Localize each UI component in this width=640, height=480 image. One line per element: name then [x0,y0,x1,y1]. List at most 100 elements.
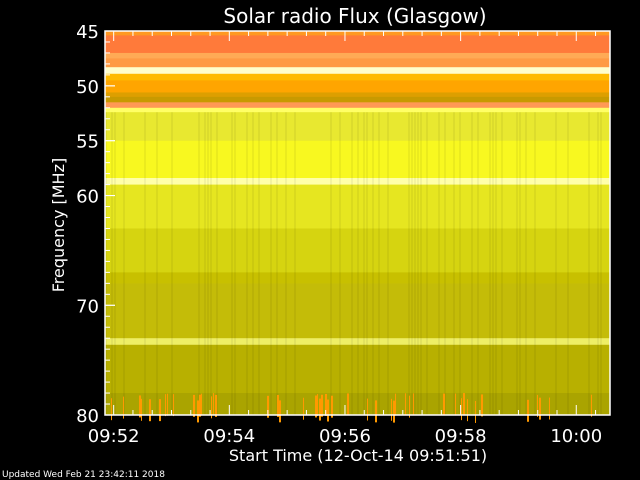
burst-stripes [111,393,592,423]
burst-stripe [215,394,217,417]
burst-stripe [443,393,445,416]
burst-stripe [197,400,199,423]
band-4 [105,67,610,75]
texture-column [105,112,107,415]
texture-column [171,112,173,415]
burst-stripe [123,396,124,419]
texture-column [216,112,218,415]
burst-stripe [193,394,195,417]
band-14 [105,184,610,229]
burst-stripe [141,398,142,421]
texture-column [123,112,125,415]
texture-column [246,112,248,415]
burst-stripe [173,394,174,417]
band-19 [105,344,610,394]
texture-column [426,112,428,415]
plot-frame [104,30,611,416]
burst-stripe [461,398,462,421]
y-tick-label: 55 [76,132,99,153]
band-10 [105,107,610,113]
burst-stripe [267,395,269,418]
band-11 [105,112,610,142]
burst-stripe [409,395,410,418]
band-12 [105,140,610,179]
texture-column [207,112,209,415]
texture-column [600,112,602,415]
burst-stripe [211,396,212,419]
y-tick-label: 50 [76,77,99,98]
band-20 [105,393,610,416]
texture-column [420,112,422,415]
texture-column [417,112,419,415]
texture-column [210,112,212,415]
burst-stripe [199,394,201,417]
texture-column [492,112,494,415]
texture-column [495,112,497,415]
band-5 [105,73,610,81]
burst-stripe [549,397,550,420]
burst-stripe [481,394,483,417]
y-tick-label: 70 [76,296,99,317]
chart-title: Solar radio Flux (Glasgow) [223,4,486,28]
burst-stripe [319,398,321,421]
texture-column [525,112,527,415]
texture-column [231,112,233,415]
texture-column [351,112,353,415]
burst-stripe [475,401,476,423]
texture-column [294,112,296,415]
texture-column [258,112,260,415]
texture-column [330,112,332,415]
texture-column [366,112,368,415]
x-tick-label: 09:58 [435,426,487,447]
burst-stripe [527,399,529,422]
texture-column [471,112,473,415]
texture-column [588,112,590,415]
burst-stripe [317,394,318,417]
texture-column [156,112,158,415]
band-8 [105,96,610,103]
texture-column [270,112,272,415]
burst-stripe [331,395,333,418]
burst-stripe [539,397,541,420]
texture-column [459,112,461,415]
burst-stripe [303,397,304,420]
texture-column [438,112,440,415]
burst-stripe [213,393,214,416]
burst-stripe [277,394,279,417]
texture-column [408,112,410,415]
burst-stripe [375,400,377,423]
texture-column [477,112,479,415]
x-tick-label: 10:00 [550,426,602,447]
burst-stripe [325,393,327,416]
y-tick-label: 80 [76,406,99,427]
band-9 [105,102,610,109]
burst-stripe [367,398,368,421]
burst-stripe [149,399,151,422]
texture-column [444,112,446,415]
spectrogram-bands [105,31,610,416]
texture-column [111,112,113,415]
texture-column [234,112,236,415]
texture-column [516,112,518,415]
band-13 [105,178,610,186]
texture-column [363,112,365,415]
burst-stripe [321,394,323,417]
band-15 [105,228,610,273]
texture-column [339,112,341,415]
burst-stripe [467,399,468,422]
burst-stripe [537,394,538,417]
band-7 [105,92,610,98]
burst-stripe [347,393,349,416]
burst-stripe [405,393,406,416]
burst-stripe [315,395,317,418]
band-0 [105,31,610,36]
burst-stripe [393,400,395,423]
texture-column [597,112,599,415]
texture-column [252,112,254,415]
burst-stripe [165,394,166,417]
y-tick-label: 60 [76,187,99,208]
burst-stripe [159,399,161,422]
texture-column [501,112,503,415]
burst-stripe [591,394,592,417]
